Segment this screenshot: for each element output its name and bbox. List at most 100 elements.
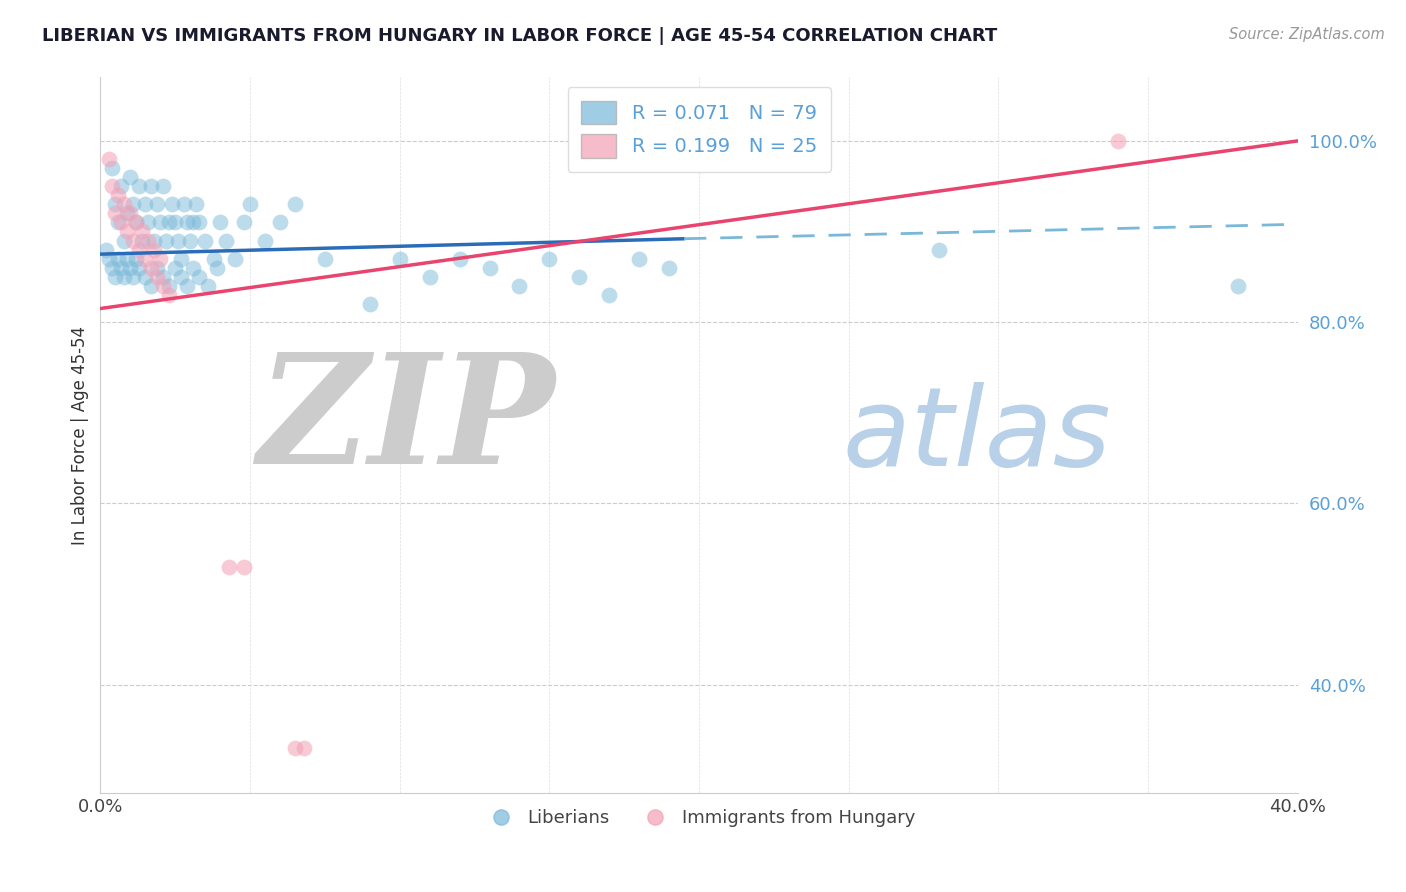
Point xyxy=(188,269,211,284)
Point xyxy=(101,260,124,275)
Point xyxy=(125,215,148,229)
Point xyxy=(104,269,127,284)
Point xyxy=(209,215,232,229)
Point xyxy=(110,179,132,194)
Point xyxy=(136,215,159,229)
Point xyxy=(112,197,135,211)
Point xyxy=(292,741,315,756)
Legend: Liberians, Immigrants from Hungary: Liberians, Immigrants from Hungary xyxy=(475,802,922,834)
Point xyxy=(152,278,174,293)
Point xyxy=(112,234,135,248)
Point xyxy=(120,260,142,275)
Point xyxy=(141,260,163,275)
Point xyxy=(176,215,198,229)
Text: ZIP: ZIP xyxy=(257,347,555,496)
Point xyxy=(165,215,187,229)
Point xyxy=(128,179,150,194)
Point xyxy=(117,252,139,266)
Point xyxy=(152,179,174,194)
Point xyxy=(186,197,208,211)
Point xyxy=(181,260,204,275)
Point xyxy=(117,206,139,220)
Point xyxy=(101,179,124,194)
Point xyxy=(122,269,145,284)
Point xyxy=(122,234,145,248)
Point xyxy=(134,197,156,211)
Point xyxy=(359,297,381,311)
Text: atlas: atlas xyxy=(842,382,1111,489)
Point xyxy=(157,278,180,293)
Point xyxy=(107,188,129,202)
Point xyxy=(125,252,148,266)
Point xyxy=(134,269,156,284)
Point xyxy=(170,269,193,284)
Text: Source: ZipAtlas.com: Source: ZipAtlas.com xyxy=(1229,27,1385,42)
Point xyxy=(314,252,336,266)
Point xyxy=(598,288,620,302)
Point xyxy=(284,197,307,211)
Point xyxy=(1226,278,1249,293)
Point xyxy=(478,260,501,275)
Point xyxy=(131,234,153,248)
Point xyxy=(146,269,169,284)
Point xyxy=(104,197,127,211)
Point xyxy=(218,559,240,574)
Point xyxy=(176,278,198,293)
Y-axis label: In Labor Force | Age 45-54: In Labor Force | Age 45-54 xyxy=(72,326,89,545)
Point xyxy=(449,252,471,266)
Point xyxy=(388,252,411,266)
Point xyxy=(188,215,211,229)
Point xyxy=(149,215,172,229)
Point xyxy=(149,252,172,266)
Point xyxy=(128,260,150,275)
Point xyxy=(122,197,145,211)
Point xyxy=(157,215,180,229)
Point xyxy=(136,234,159,248)
Point xyxy=(141,179,163,194)
Point xyxy=(165,260,187,275)
Point xyxy=(107,252,129,266)
Point xyxy=(628,252,651,266)
Point xyxy=(233,559,256,574)
Point xyxy=(146,260,169,275)
Point xyxy=(167,234,190,248)
Point xyxy=(253,234,276,248)
Point xyxy=(538,252,561,266)
Point xyxy=(170,252,193,266)
Point xyxy=(110,260,132,275)
Point xyxy=(233,215,256,229)
Point xyxy=(125,215,148,229)
Point xyxy=(658,260,681,275)
Text: LIBERIAN VS IMMIGRANTS FROM HUNGARY IN LABOR FORCE | AGE 45-54 CORRELATION CHART: LIBERIAN VS IMMIGRANTS FROM HUNGARY IN L… xyxy=(42,27,997,45)
Point xyxy=(141,278,163,293)
Point xyxy=(98,152,121,166)
Point xyxy=(224,252,246,266)
Point xyxy=(157,288,180,302)
Point xyxy=(146,197,169,211)
Point xyxy=(173,197,195,211)
Point xyxy=(508,278,530,293)
Point xyxy=(101,161,124,175)
Point xyxy=(269,215,291,229)
Point xyxy=(120,206,142,220)
Point xyxy=(152,269,174,284)
Point xyxy=(239,197,262,211)
Point xyxy=(194,234,217,248)
Point xyxy=(928,243,950,257)
Point xyxy=(117,225,139,239)
Point xyxy=(107,215,129,229)
Point xyxy=(143,234,166,248)
Point xyxy=(1107,134,1129,148)
Point xyxy=(110,215,132,229)
Point xyxy=(98,252,121,266)
Point xyxy=(197,278,219,293)
Point xyxy=(120,170,142,185)
Point xyxy=(131,225,153,239)
Point xyxy=(160,197,183,211)
Point xyxy=(202,252,225,266)
Point xyxy=(96,243,118,257)
Point xyxy=(181,215,204,229)
Point xyxy=(205,260,228,275)
Point xyxy=(143,243,166,257)
Point xyxy=(112,269,135,284)
